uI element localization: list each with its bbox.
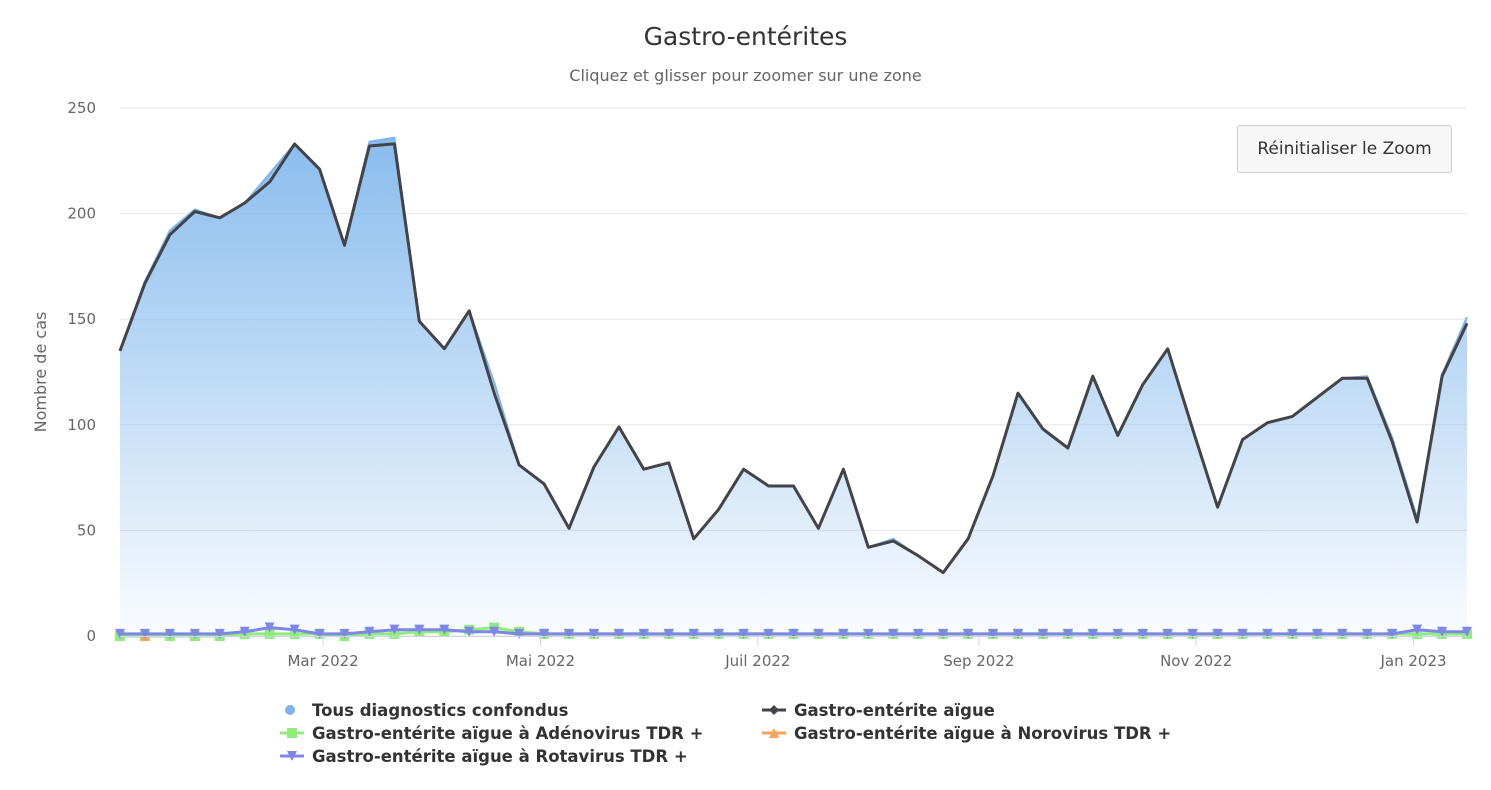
data-point xyxy=(285,705,295,715)
y-tick-label: 0 xyxy=(86,627,96,645)
data-point xyxy=(214,628,225,639)
legend-label: Gastro-entérite aïgue à Norovirus TDR + xyxy=(794,723,1172,743)
data-point xyxy=(813,628,824,639)
data-point xyxy=(988,628,999,639)
x-tick-label: Nov 2022 xyxy=(1160,652,1232,670)
data-point xyxy=(1312,628,1323,639)
data-point xyxy=(439,624,450,635)
legend-label: Tous diagnostics confondus xyxy=(312,700,569,720)
x-tick-label: Juil 2022 xyxy=(724,652,790,670)
y-tick-label: 150 xyxy=(67,310,96,328)
data-point xyxy=(763,628,774,639)
diamond-icon xyxy=(762,705,786,715)
y-tick-label: 250 xyxy=(67,99,96,117)
data-point xyxy=(938,628,949,639)
data-point xyxy=(788,628,799,639)
y-tick-label: 50 xyxy=(77,521,96,539)
data-point xyxy=(1287,628,1298,639)
data-point xyxy=(414,624,425,635)
series-0 xyxy=(119,136,1468,636)
data-point xyxy=(913,628,924,639)
x-tick-label: Mar 2022 xyxy=(287,652,358,670)
data-point xyxy=(389,624,400,635)
data-point xyxy=(514,628,525,639)
data-point xyxy=(838,628,849,639)
square-icon xyxy=(280,728,304,738)
data-point xyxy=(139,628,150,639)
data-point xyxy=(613,628,624,639)
data-point xyxy=(464,626,475,637)
legend-label: Gastro-entérite aïgue xyxy=(794,700,995,720)
x-tick-label: Sep 2022 xyxy=(943,652,1014,670)
data-point xyxy=(115,628,125,639)
data-point xyxy=(564,628,574,639)
area-fill xyxy=(120,137,1467,636)
legend-item[interactable]: Tous diagnostics confondus xyxy=(280,700,568,720)
data-point xyxy=(713,628,724,639)
triangle-icon xyxy=(762,728,786,738)
data-point xyxy=(1262,628,1273,639)
data-point xyxy=(769,705,779,715)
legend-item[interactable]: Gastro-entérite aïgue à Adénovirus TDR + xyxy=(280,723,703,743)
data-point xyxy=(264,628,275,639)
chart-subtitle: Cliquez et glisser pour zoomer sur une z… xyxy=(569,66,922,85)
data-point xyxy=(1237,628,1248,639)
data-point xyxy=(1112,628,1123,639)
data-point xyxy=(339,628,350,639)
data-point xyxy=(489,626,500,637)
data-point xyxy=(1337,628,1348,639)
triangle-down-icon xyxy=(280,751,304,761)
y-tick-label: 200 xyxy=(67,205,96,223)
circle-icon xyxy=(285,705,295,715)
data-point xyxy=(1187,628,1198,639)
data-point xyxy=(239,626,250,637)
data-point xyxy=(1212,628,1223,639)
data-point xyxy=(888,628,899,639)
legend-item[interactable]: Gastro-entérite aïgue xyxy=(762,700,995,720)
legend-label: Gastro-entérite aïgue à Rotavirus TDR + xyxy=(312,746,688,766)
series-1 xyxy=(118,142,1469,575)
data-point xyxy=(738,628,749,639)
y-tick-label: 100 xyxy=(67,416,96,434)
data-point xyxy=(289,624,300,635)
data-point xyxy=(1087,628,1098,639)
data-point xyxy=(769,728,779,738)
legend-label: Gastro-entérite aïgue à Adénovirus TDR + xyxy=(312,723,704,743)
data-point xyxy=(1362,628,1373,639)
data-point xyxy=(1013,628,1023,639)
data-point xyxy=(1162,628,1173,639)
chart-title: Gastro-entérites xyxy=(643,22,848,51)
data-point xyxy=(1462,626,1472,637)
data-point xyxy=(1412,624,1423,635)
x-tick-label: Jan 2023 xyxy=(1380,652,1447,670)
data-point xyxy=(688,628,699,639)
data-point xyxy=(287,728,297,738)
data-point xyxy=(364,626,375,637)
reset-zoom-button[interactable]: Réinitialiser le Zoom xyxy=(1237,125,1452,173)
data-point xyxy=(314,628,325,639)
y-axis-label: Nombre de cas xyxy=(31,312,50,433)
series-line xyxy=(118,142,1469,575)
data-point xyxy=(638,628,649,639)
legend-item[interactable]: Gastro-entérite aïgue à Rotavirus TDR + xyxy=(280,746,688,766)
data-point xyxy=(663,628,674,639)
data-point xyxy=(164,628,175,639)
x-tick-label: Mai 2022 xyxy=(506,652,575,670)
data-point xyxy=(1437,626,1448,637)
data-point xyxy=(1062,628,1073,639)
data-point xyxy=(863,628,874,639)
data-point xyxy=(588,628,599,639)
series-4 xyxy=(115,622,1472,639)
legend-item[interactable]: Gastro-entérite aïgue à Norovirus TDR + xyxy=(762,723,1171,743)
data-point xyxy=(1037,628,1048,639)
data-point xyxy=(264,622,275,633)
data-point xyxy=(189,628,200,639)
data-point xyxy=(1137,628,1148,639)
data-point xyxy=(963,628,974,639)
data-point xyxy=(539,628,550,639)
data-point xyxy=(1387,628,1398,639)
data-point xyxy=(287,751,297,761)
